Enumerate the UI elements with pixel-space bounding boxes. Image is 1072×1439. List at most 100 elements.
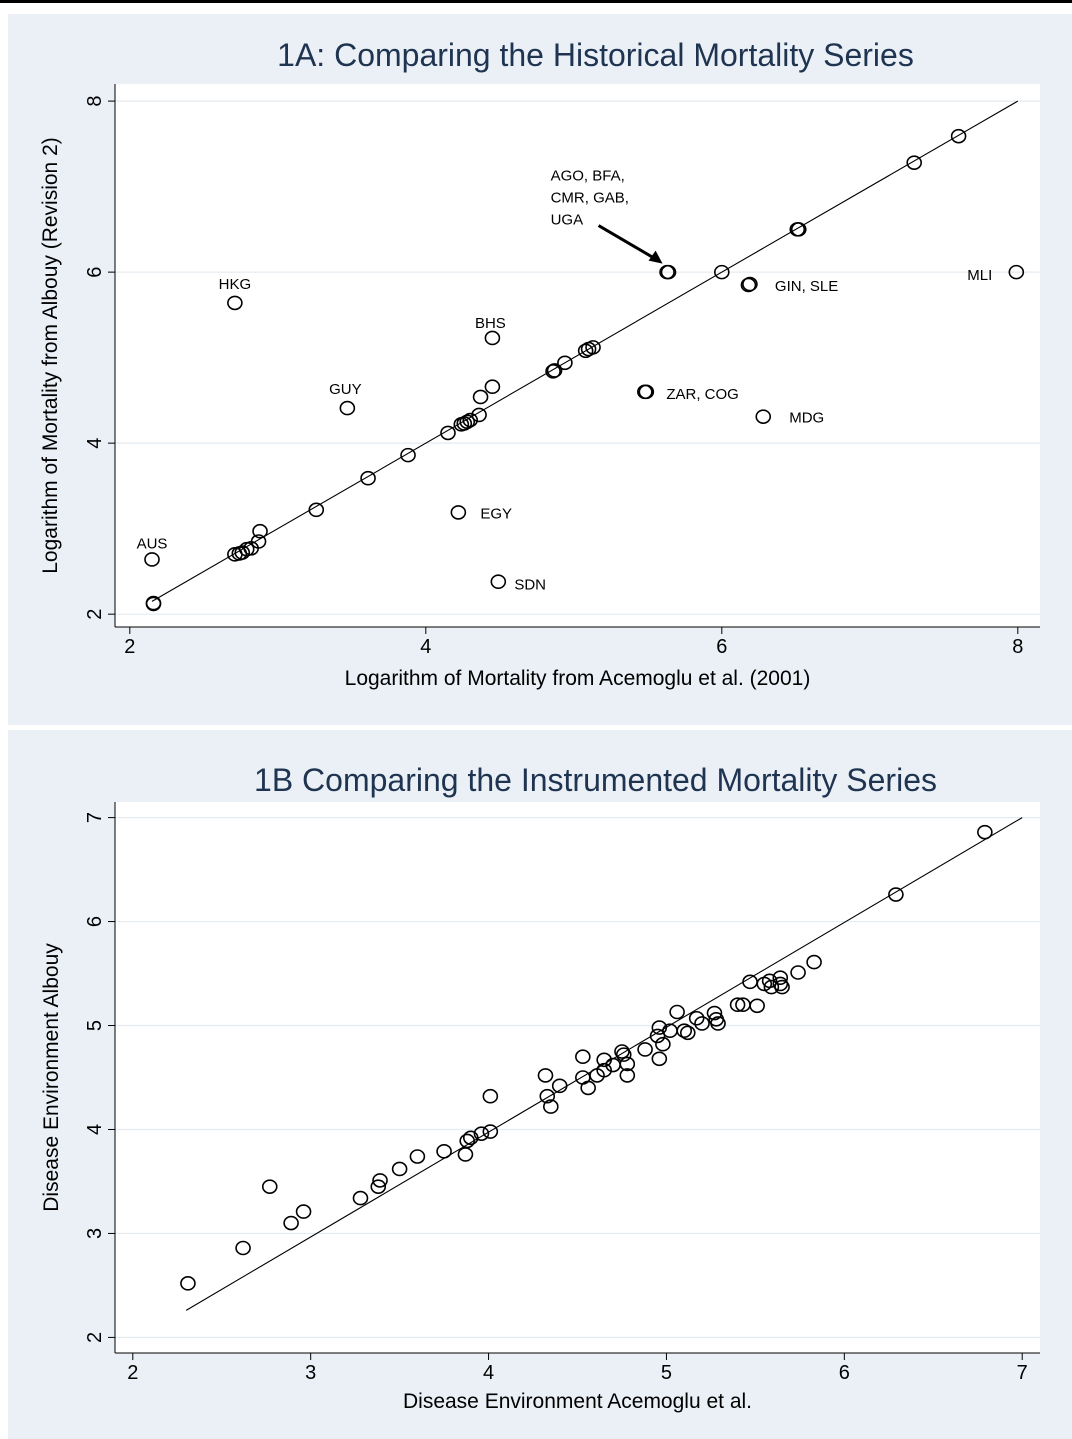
chart-1a-point-label: BHS [475,315,506,332]
chart-1a-point-label: HKG [219,276,252,293]
chart-1a-y-tick-label: 8 [84,96,106,107]
chart-1a-point-label: MDG [789,410,824,427]
chart-1a-y-tick-label: 4 [84,438,106,449]
chart-1a-x-tick-label: 4 [420,636,431,658]
chart-1a-data-point [755,409,772,424]
chart-1b-data-point [473,1126,490,1141]
chart-1b-data-point [436,1144,452,1159]
chart-1a-y-tick-label: 2 [84,609,106,620]
chart-1b-data-point [763,979,780,995]
chart-1a-x-tick-label: 2 [124,636,135,658]
chart-1a-point-label: MLI [967,267,992,284]
chart-1b-data-point [283,1215,299,1231]
chart-1b-x-tick-label: 7 [1017,1362,1028,1384]
chart-1b-data-point [706,1005,723,1021]
chart-1b-data-point [539,1088,556,1104]
chart-1b-y-tick-label: 3 [84,1228,106,1239]
chart-1b-x-tick-label: 3 [305,1362,316,1384]
chart-1a-data-point [234,545,251,560]
chart-1a-data-point [471,407,487,423]
chart-1b-data-point [551,1078,568,1094]
chart-1a-data-point [484,379,501,395]
chart-1a-data-point [484,330,501,346]
top-border-rule [0,0,1072,3]
chart-1a-data-point [440,425,456,441]
chart-1b-y-tick-label: 5 [84,1020,106,1031]
chart-1a-data-point [638,384,655,400]
chart-panel-1a: 2 4 6 8 2 4 6 8 1A: Comparing the Historical Mor… [8,14,1072,725]
chart-1b-data-point [537,1068,554,1083]
chart-1a-data-point [557,355,573,371]
chart-1b-data-point [459,1133,476,1149]
chart-1b-x-tick-label: 4 [483,1362,494,1384]
chart-1b-chart-title: 1B Comparing the Instrumented Mortality … [254,762,937,798]
chart-1b-data-point [679,1025,696,1041]
chart-1b-data-point [370,1179,387,1194]
chart-1a-x-axis-label: Logarithm of Mortality from Acemoglu et … [345,667,811,690]
chart-1b-data-point [619,1068,636,1083]
chart-1b-data-point [580,1080,596,1096]
chart-1b-data-point [391,1161,408,1177]
chart-1b-svg: 2 3 4 5 6 7 2 3 4 5 6 7 1B Comparing the Instrumente… [40,762,1040,1413]
chart-1b-y-tick-label: 6 [84,916,106,927]
chart-1a-y-axis-label: Logarithm of Mortality from Albouy (Revi… [39,137,62,574]
chart-1a-annotation-text: CMR, GAB, [551,190,629,207]
chart-1a-data-point [339,400,356,416]
chart-1a-data-point [144,552,160,567]
chart-1b-data-point [651,1020,668,1035]
chart-1b-data-point [669,1004,685,1020]
chart-1a-annotation-text: AGO, BFA, [551,168,625,185]
chart-1a-data-point [450,505,467,520]
chart-1b-data-point [596,1062,612,1078]
chart-1a-point-label: ZAR, COG [666,386,739,403]
chart-1a-data-point [490,574,507,589]
chart-1b-data-point [729,997,746,1013]
chart-1b-data-point [482,1088,499,1104]
chart-1a-annotation-arrowhead [648,250,663,264]
chart-1a-point-label: GIN, SLE [775,278,838,295]
chart-1b-data-point [694,1016,710,1031]
chart-1b-data-point [575,1049,591,1065]
chart-1b-data-point [352,1190,369,1206]
chart-1a-y-tick-label: 6 [84,267,106,278]
chart-1b-data-point [596,1052,612,1068]
chart-1b-x-tick-label: 2 [127,1362,138,1384]
chart-1a-data-point [546,363,563,378]
chart-1b-data-point [372,1173,388,1188]
chart-1b-data-point [615,1047,632,1062]
chart-1a-data-point [360,470,376,486]
chart-1a-data-point [790,222,807,237]
chart-1b-y-axis-label: Disease Environment Albouy [40,943,63,1212]
chart-1a-data-point [252,523,268,539]
chart-1b-data-point [637,1042,653,1057]
chart-1a-data-point [660,264,677,280]
chart-1a-data-point [459,414,476,430]
chart-1a-data-point [462,412,479,428]
chart-1a-x-tick-label: 8 [1012,636,1023,658]
chart-1a-point-label: AUS [137,535,168,552]
chart-1a-point-label: EGY [480,505,512,522]
chart-1a-data-point [585,340,601,355]
chart-1b-data-point [462,1130,479,1146]
chart-1a-data-point [950,128,967,144]
chart-1b-data-point [888,887,904,902]
chart-1b-x-tick-label: 5 [661,1362,672,1384]
chart-1a-data-point [227,295,243,311]
chart-1b-y-tick-label: 7 [84,812,106,823]
chart-1b-x-axis-label: Disease Environment Acemoglu et al. [403,1390,752,1413]
chart-1a-fit-line [151,100,1019,602]
chart-1a-data-point [713,264,730,280]
chart-1a-annotation-arrow [597,224,658,261]
chart-1b-data-point [295,1204,312,1219]
chart-1b-data-point [806,954,822,970]
chart-1b-data-point [977,824,993,840]
chart-1a-x-tick-label: 6 [716,636,727,658]
chart-1a-data-point [742,276,758,292]
chart-1b-data-point [710,1016,726,1031]
chart-1b-data-point [482,1124,499,1139]
chart-1b-data-point [774,979,790,995]
chart-1b-x-tick-label: 6 [839,1362,850,1384]
chart-1a-data-point [906,155,923,170]
chart-1b-data-point [619,1056,636,1072]
chart-1b-y-tick-label: 4 [84,1124,106,1135]
